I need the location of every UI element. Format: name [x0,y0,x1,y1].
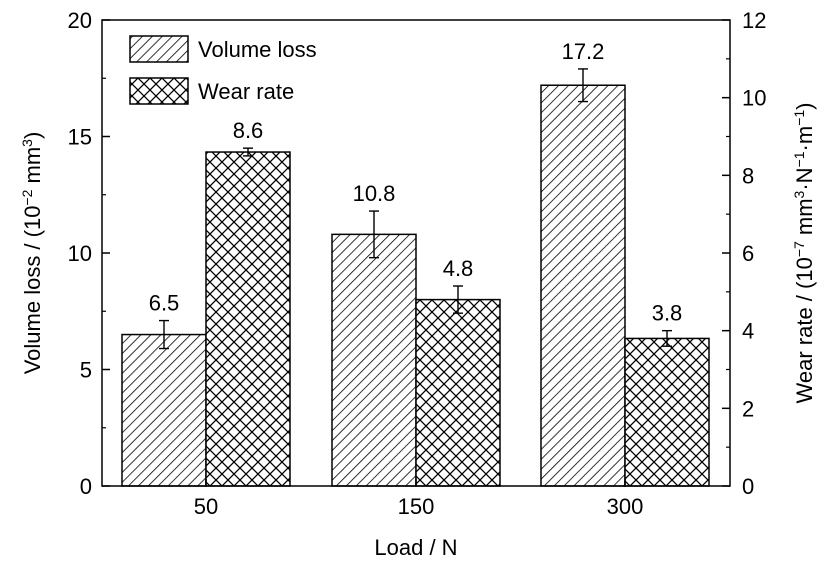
legend-label-wear-rate: Wear rate [198,79,294,104]
y-axis-label: Volume loss / (10−2 mm3) [19,132,45,375]
y2-tick-label: 10 [742,86,766,111]
y2-axis-label-exp2: 3 [791,190,807,198]
y2-tick-label: 0 [742,474,754,499]
data-label-wear-rate-300: 3.8 [652,301,683,326]
bar-wear-rate-150 [415,298,501,487]
x-tick-label: 150 [398,494,435,519]
y2-axis-label-mid2: ·N [792,167,817,190]
y-tick-label: 0 [80,474,92,499]
error-bar-volume-loss-50 [159,319,169,350]
y-axis-label-close: ) [20,132,45,139]
error-bar-wear-rate-300 [662,329,672,347]
y2-axis-label-exp1: −7 [791,241,807,257]
legend-label-volume-loss: Volume loss [198,37,317,62]
y2-tick-label: 8 [742,163,754,188]
y2-tick-label: 2 [742,396,754,421]
x-axis-label: Load / N [374,535,457,560]
y-axis-label-exp: −2 [19,189,35,205]
bar-wear-rate-300 [624,337,710,487]
bar-volume-loss-50 [121,333,207,487]
legend-swatch-volume-loss [129,35,189,63]
error-bar-wear-rate-150 [453,285,463,314]
error-bar-volume-loss-300 [578,68,588,103]
y2-tick-label: 12 [742,8,766,33]
y2-axis-label-mid3: ·m [792,126,817,152]
y2-axis-label: Wear rate / (10−7 mm3·N−1·m−1) [791,103,817,404]
y-tick-label: 5 [80,358,92,383]
y2-axis-label-mid1: mm [792,198,817,241]
data-label-wear-rate-150: 4.8 [443,256,474,281]
y-tick-label: 10 [68,241,92,266]
y2-axis-label-prefix: Wear rate / (10 [792,257,817,403]
legend: Volume loss Wear rate [129,35,317,105]
legend-swatch-wear-rate [129,77,189,105]
y2-tick-label: 4 [742,319,754,344]
x-tick-label: 300 [607,494,644,519]
data-label-volume-loss-300: 17.2 [562,39,605,64]
y-axis-label-exp2: 3 [19,139,35,147]
x-tick-label: 50 [194,494,218,519]
y-axis-label-prefix: Volume loss / (10 [20,206,45,375]
y2-axis-label-close: ) [792,103,817,110]
error-bar-volume-loss-150 [369,210,379,259]
y-axis-label-suffix: mm [20,147,45,190]
data-label-wear-rate-50: 8.6 [233,118,264,143]
y2-axis-label-exp3: −1 [791,151,807,167]
data-label-volume-loss-150: 10.8 [353,181,396,206]
y2-axis-label-exp4: −1 [791,110,807,126]
bar-volume-loss-300 [540,84,626,487]
y-tick-label: 15 [68,125,92,150]
y-tick-label: 20 [68,8,92,33]
data-label-volume-loss-50: 6.5 [149,291,180,316]
y2-tick-label: 6 [742,241,754,266]
bar-volume-loss-150 [331,233,417,487]
error-bar-wear-rate-50 [243,147,253,157]
bar-wear-rate-50 [205,151,291,487]
